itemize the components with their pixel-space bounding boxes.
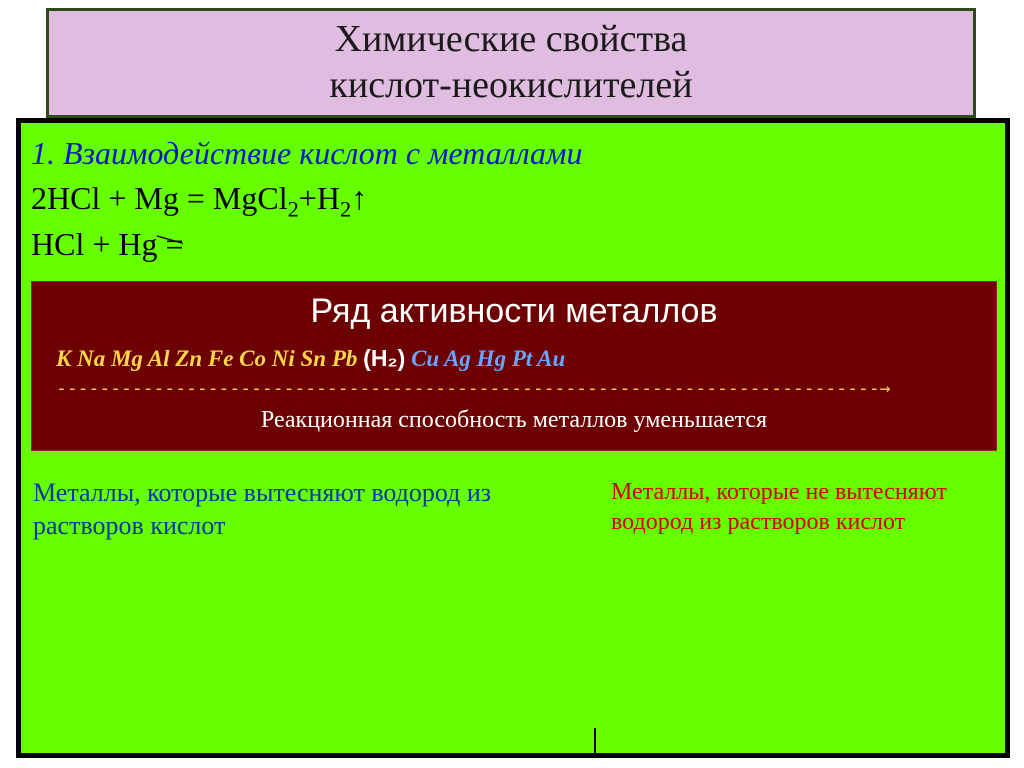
content-box: 1. Взаимодействие кислот с металлами 2HC… xyxy=(16,118,1010,758)
title-line1: Химические свойства xyxy=(335,18,688,60)
divider-line xyxy=(594,728,596,758)
active-metals: K Na Mg Al Zn Fe Co Ni Sn Pb xyxy=(56,346,357,371)
formula-2: HCl + Hg =∕ xyxy=(31,226,997,263)
caption-right: Металлы, которые не вытесняют водород из… xyxy=(611,477,993,542)
reactivity-arrow: ----------------------------------------… xyxy=(32,378,996,399)
formula-2-prefix: HCl + Hg xyxy=(31,226,166,262)
slide-title-bar: Химические свойства кислот-неокислителей xyxy=(46,8,976,118)
not-equals-icon: =∕ xyxy=(166,226,192,263)
bottom-captions: Металлы, которые вытесняют водород из ра… xyxy=(29,477,997,542)
reactivity-caption: Реакционная способность металлов уменьша… xyxy=(32,399,996,438)
activity-series-box: Ряд активности металлов K Na Mg Al Zn Fe… xyxy=(31,281,997,451)
hydrogen-marker: (H₂) xyxy=(363,345,405,371)
activity-series-row: K Na Mg Al Zn Fe Co Ni Sn Pb (H₂) Cu Ag … xyxy=(32,345,996,378)
activity-series-title: Ряд активности металлов xyxy=(32,282,996,345)
section-heading: 1. Взаимодействие кислот с металлами xyxy=(31,135,997,172)
slide: Химические свойства кислот-неокислителей… xyxy=(0,0,1024,768)
formula-1: 2HCl + Mg = MgCl2+H2↑ xyxy=(31,180,997,222)
caption-left: Металлы, которые вытесняют водород из ра… xyxy=(33,477,593,542)
inactive-metals: Cu Ag Hg Pt Au xyxy=(411,346,565,371)
slide-title: Химические свойства кислот-неокислителей xyxy=(329,17,692,108)
title-line2: кислот-неокислителей xyxy=(329,64,692,106)
